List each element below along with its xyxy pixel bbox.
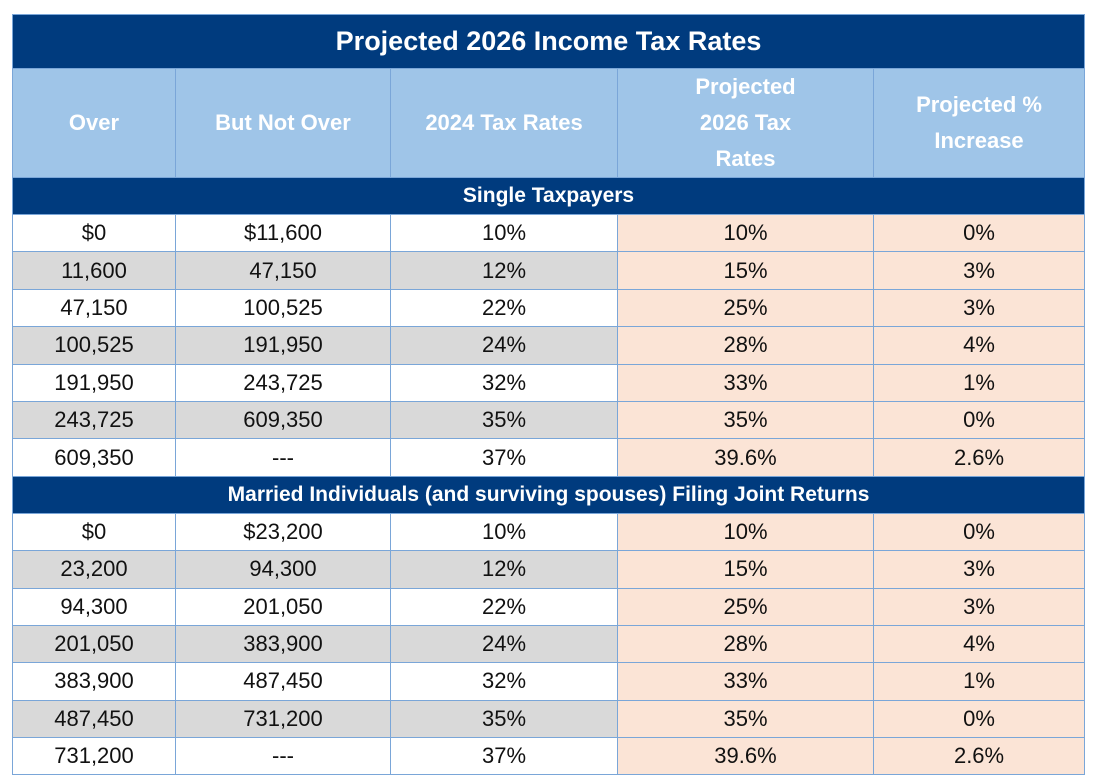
cell-2024-rate: 22% [390,288,618,328]
cell-projected-increase: 2.6% [872,737,1086,775]
cell-but-not-over: 731,200 [175,699,391,739]
cell-but-not-over: $23,200 [175,512,391,552]
cell-projected-rate: 35% [617,400,874,440]
cell-over: 94,300 [12,587,176,626]
cell-2024-rate: 32% [390,662,618,701]
cell-over: 487,450 [12,699,176,739]
cell-projected-increase: 2.6% [872,438,1086,477]
table-row: 487,450 731,200 35% 35% 0% [12,699,1086,739]
table-row: 609,350 --- 37% 39.6% 2.6% [12,438,1086,477]
cell-but-not-over: --- [175,438,391,477]
cell-2024-rate: 24% [390,624,618,664]
cell-over: 11,600 [12,251,176,290]
cell-projected-increase: 4% [872,624,1086,664]
cell-but-not-over: --- [175,737,391,775]
cell-but-not-over: 243,725 [175,363,391,402]
cell-but-not-over: 383,900 [175,624,391,664]
section-label: Married Individuals (and surviving spous… [11,475,1086,514]
header-projected-increase: Projected % Increase [872,68,1086,178]
cell-projected-rate: 35% [617,699,874,739]
section-label: Single Taxpayers [11,177,1086,215]
cell-but-not-over: 487,450 [175,662,391,701]
cell-projected-increase: 4% [872,326,1086,365]
table-row: 23,200 94,300 12% 15% 3% [12,550,1086,589]
cell-but-not-over: $11,600 [175,213,391,253]
cell-2024-rate: 12% [390,550,618,589]
cell-projected-increase: 0% [872,512,1086,552]
cell-projected-increase: 0% [872,400,1086,440]
cell-projected-rate: 39.6% [617,438,874,477]
table-row: 94,300 201,050 22% 25% 3% [12,587,1086,626]
cell-projected-increase: 1% [872,363,1086,402]
table-row: 191,950 243,725 32% 33% 1% [12,363,1086,402]
cell-2024-rate: 32% [390,363,618,402]
table-row: 243,725 609,350 35% 35% 0% [12,400,1086,440]
section-row: Married Individuals (and surviving spous… [11,475,1086,514]
cell-but-not-over: 191,950 [175,326,391,365]
cell-over: 731,200 [12,737,176,775]
table-title: Projected 2026 Income Tax Rates [11,14,1086,69]
cell-but-not-over: 100,525 [175,288,391,328]
cell-projected-rate: 28% [617,326,874,365]
cell-2024-rate: 37% [390,438,618,477]
header-row: Over But Not Over 2024 Tax Rates Project… [12,68,1086,178]
cell-projected-increase: 1% [872,662,1086,701]
cell-but-not-over: 609,350 [175,400,391,440]
cell-projected-rate: 10% [617,213,874,253]
cell-projected-increase: 3% [872,251,1086,290]
cell-projected-increase: 0% [872,699,1086,739]
cell-over: $0 [12,512,176,552]
cell-2024-rate: 24% [390,326,618,365]
cell-projected-rate: 28% [617,624,874,664]
cell-projected-increase: 3% [872,587,1086,626]
cell-2024-rate: 10% [390,512,618,552]
cell-over: 609,350 [12,438,176,477]
cell-over: 201,050 [12,624,176,664]
cell-over: $0 [12,213,176,253]
cell-projected-rate: 15% [617,550,874,589]
cell-projected-rate: 33% [617,662,874,701]
cell-over: 47,150 [12,288,176,328]
table-row: 47,150 100,525 22% 25% 3% [12,288,1086,328]
cell-2024-rate: 10% [390,213,618,253]
cell-projected-rate: 33% [617,363,874,402]
section-row: Single Taxpayers [11,177,1086,215]
cell-but-not-over: 47,150 [175,251,391,290]
header-over: Over [12,68,176,178]
header-projected-2026: Projected 2026 Tax Rates [617,68,874,178]
cell-over: 23,200 [12,550,176,589]
cell-projected-increase: 3% [872,550,1086,589]
cell-2024-rate: 37% [390,737,618,775]
table-row: $0 $11,600 10% 10% 0% [12,213,1086,253]
cell-over: 383,900 [12,662,176,701]
tax-rates-table: Projected 2026 Income Tax Rates Over But… [11,14,1086,775]
cell-projected-rate: 15% [617,251,874,290]
cell-2024-rate: 12% [390,251,618,290]
cell-projected-rate: 10% [617,512,874,552]
cell-2024-rate: 35% [390,699,618,739]
cell-projected-increase: 0% [872,213,1086,253]
cell-over: 243,725 [12,400,176,440]
cell-projected-rate: 39.6% [617,737,874,775]
table-row: 731,200 --- 37% 39.6% 2.6% [12,737,1086,775]
cell-projected-rate: 25% [617,587,874,626]
cell-projected-increase: 3% [872,288,1086,328]
cell-but-not-over: 201,050 [175,587,391,626]
cell-2024-rate: 35% [390,400,618,440]
cell-projected-rate: 25% [617,288,874,328]
table-row: 100,525 191,950 24% 28% 4% [12,326,1086,365]
table-row: $0 $23,200 10% 10% 0% [12,512,1086,552]
table-row: 383,900 487,450 32% 33% 1% [12,662,1086,701]
cell-over: 100,525 [12,326,176,365]
cell-over: 191,950 [12,363,176,402]
table-row: 201,050 383,900 24% 28% 4% [12,624,1086,664]
header-but-not-over: But Not Over [175,68,391,178]
cell-but-not-over: 94,300 [175,550,391,589]
table-row: 11,600 47,150 12% 15% 3% [12,251,1086,290]
cell-2024-rate: 22% [390,587,618,626]
header-2024-rates: 2024 Tax Rates [390,68,618,178]
